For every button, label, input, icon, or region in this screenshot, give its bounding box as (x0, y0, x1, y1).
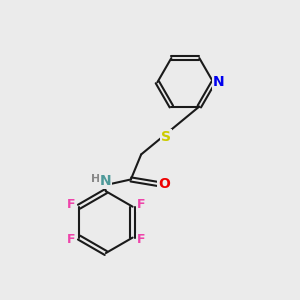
Text: F: F (67, 233, 75, 247)
Text: F: F (136, 233, 145, 247)
Text: F: F (67, 198, 75, 211)
Text: H: H (92, 174, 101, 184)
Text: O: O (158, 177, 170, 191)
Text: F: F (136, 198, 145, 211)
Text: N: N (100, 174, 112, 188)
Text: N: N (213, 75, 224, 89)
Text: S: S (161, 130, 171, 144)
